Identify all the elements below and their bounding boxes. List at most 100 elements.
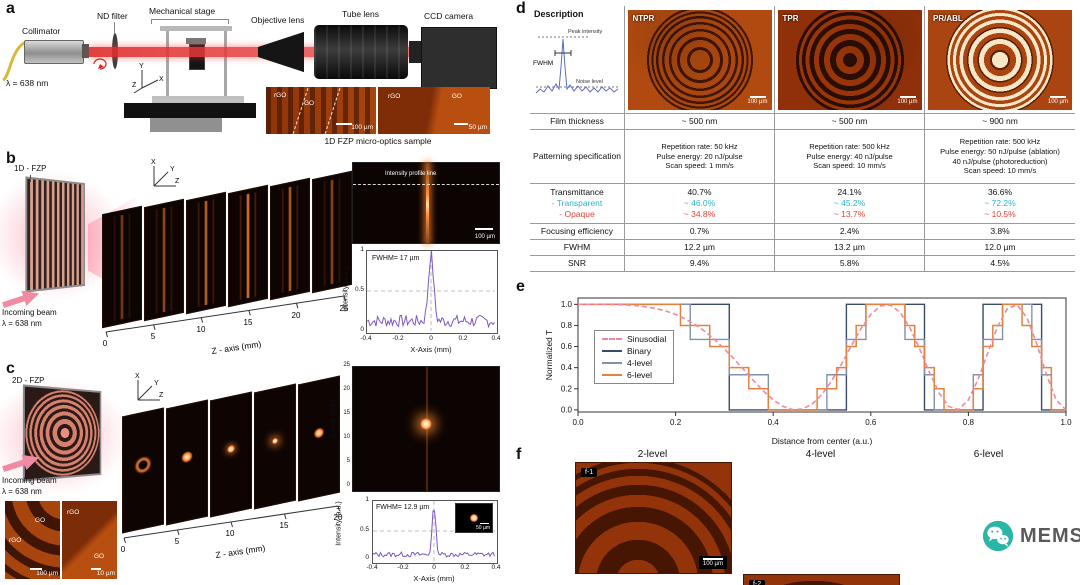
- focal-spot: [420, 418, 432, 431]
- table-cell: Repetition rate: 500 kHz Pulse energy: 4…: [775, 130, 925, 184]
- z-tick: 25: [340, 304, 349, 313]
- table-cell: 4.5%: [925, 256, 1075, 272]
- f3-title: 6-level: [973, 449, 1004, 460]
- rgo-label: rGO: [388, 93, 401, 100]
- b-z-axis-label: Z - axis (mm): [211, 339, 262, 356]
- spec-line: Scan speed: 10 mm/s: [813, 161, 886, 171]
- objective-lens-device: [258, 31, 304, 73]
- scale-bar: [91, 568, 101, 570]
- b-plot-ylabel: Intensity (a.u.): [342, 267, 350, 312]
- c-plot-ylabel: Intensity (a.u.): [335, 501, 343, 546]
- c-xtick: -0.2: [397, 564, 409, 571]
- scale-bar: [454, 123, 468, 125]
- c-plot-xlabel: X-Axis (mm): [413, 574, 455, 583]
- z-tick: 5: [151, 332, 156, 341]
- c-spot-inset: 50 µm: [455, 503, 493, 533]
- f1-scale: 100 µm: [698, 556, 727, 569]
- intensity-trace: [373, 510, 495, 558]
- c-map-ylabel: Z-Axis (mm): [330, 399, 338, 438]
- description-title: Description: [534, 9, 584, 19]
- ntpr-micrograph: NTPR 100 µm: [627, 9, 772, 110]
- table-header-prabl: PR/ABL 100 µm: [925, 6, 1075, 114]
- zone-marker-line: [291, 83, 310, 139]
- scale-text: 100 µm: [36, 570, 58, 577]
- a-axis-y: Y: [139, 63, 144, 70]
- row-label-patterning: Patterning specification: [530, 130, 625, 184]
- row-label-focusing: Focusing efficiency: [530, 224, 625, 240]
- scale-bar: [702, 558, 723, 560]
- b-axis-y: Y: [170, 166, 175, 173]
- f1-title: 2-level: [637, 449, 668, 460]
- spec-line: Scan speed: 10 mm/s: [963, 166, 1037, 176]
- spec-line: Scan speed: 1 mm/s: [665, 161, 734, 171]
- legend-item: Sinusodial: [602, 334, 666, 344]
- scale-bar: [336, 123, 352, 125]
- a-axis-x: X: [159, 76, 164, 83]
- rgo-label: rGO: [67, 509, 80, 516]
- collimator-tip: [82, 44, 89, 58]
- b-xtick: 0.2: [458, 335, 468, 342]
- legend-label: 6-level: [627, 370, 653, 380]
- scale-text: 100 µm: [1047, 98, 1068, 105]
- c-fwhm-label: FWHM= 12.9 µm: [376, 504, 430, 511]
- beam-spot: [272, 437, 278, 445]
- c-xtick: 0: [432, 564, 436, 571]
- comparison-table: Description FWHM Noise level Peak intens…: [530, 6, 1075, 272]
- table-header-tpr: TPR 100 µm: [775, 6, 925, 114]
- table-header-ntpr: NTPR 100 µm: [625, 6, 775, 114]
- intensity-trace: [367, 251, 495, 329]
- beam-spot: [181, 450, 193, 464]
- z-tick: 10: [226, 529, 235, 538]
- c-map-tick: 25: [343, 362, 350, 368]
- spec-line: Repetition rate: 500 kHz: [809, 141, 890, 151]
- y-tick-label: 0.8: [561, 321, 573, 330]
- b-sample-label: 1D - FZP: [14, 164, 47, 173]
- y-tick-label: 0.2: [561, 384, 573, 393]
- collimator-device: [24, 40, 84, 64]
- table-cell: 0.7%: [625, 224, 775, 240]
- panel-e-label: e: [516, 278, 525, 295]
- table-cell: 40.7% ~ 46.0% ~ 34.8%: [625, 184, 775, 224]
- focal-spot: [470, 514, 478, 522]
- transmission-chart: 0.0 0.2 0.4 0.6 0.8 1.0 0.0 0.2 0.4 0.6 0.8 1.0 Nor…: [530, 288, 1078, 456]
- table-cell: ~ 500 nm: [625, 114, 775, 130]
- c-incoming-beam-label: Incoming beam: [2, 476, 57, 485]
- legend-label: 4-level: [627, 358, 653, 368]
- go-label: GO: [94, 553, 105, 560]
- panel-b-label: b: [6, 150, 16, 167]
- legend-swatch: [602, 338, 622, 340]
- plot-frame: [577, 297, 1067, 413]
- b-fwhm-label: FWHM= 17 µm: [372, 255, 420, 262]
- e-xlabel: Distance from center (a.u.): [771, 436, 873, 446]
- y-tick-label: 0.0: [561, 405, 573, 414]
- table-cell: Repetition rate: 500 kHz Pulse energy: 5…: [925, 130, 1075, 184]
- z-tick: 0: [121, 545, 126, 554]
- b-ytick: 0: [360, 326, 364, 333]
- c-inset-micrograph-1: rGO GO 100 µm: [4, 500, 61, 580]
- propagation-frame: [254, 383, 296, 510]
- ccd-camera-device: [421, 27, 497, 89]
- tpr-micrograph: TPR 100 µm: [777, 9, 922, 110]
- y-tick-label: 0.6: [561, 342, 573, 351]
- table-cell: ~ 900 nm: [925, 114, 1075, 130]
- c-sample-label: 2D - FZP: [12, 376, 45, 385]
- b-beam-image: Intensity profile line 100 µm: [352, 162, 500, 244]
- table-cell: 36.6% ~ 72.2% ~ 10.5%: [925, 184, 1075, 224]
- b-intensity-trace: [367, 251, 495, 331]
- b-plot-xlabel: X-Axis (mm): [410, 345, 452, 354]
- value-transparent: ~ 46.0%: [683, 197, 716, 208]
- c-axis-z: Z: [159, 392, 164, 399]
- beam-spot: [227, 443, 235, 454]
- spec-line: 40 nJ/pulse (photoreduction): [952, 156, 1048, 166]
- a-inset-micrograph-2: rGO GO 50 µm: [378, 87, 490, 134]
- watermark-text: MEMS: [1020, 524, 1080, 547]
- x-tick-label: 0.0: [572, 418, 584, 427]
- scale-text: 100 µm: [351, 124, 373, 131]
- scale-bar: [749, 95, 766, 98]
- row-label-snr: SNR: [530, 256, 625, 272]
- c-z-axis: 0 5 10 15 20 Z - axis (mm): [121, 505, 343, 560]
- prabl-micrograph: PR/ABL 100 µm: [928, 9, 1072, 110]
- beam-spot: [134, 453, 152, 476]
- prabl-label: PR/ABL: [933, 13, 963, 23]
- table-cell: 12.2 µm: [625, 240, 775, 256]
